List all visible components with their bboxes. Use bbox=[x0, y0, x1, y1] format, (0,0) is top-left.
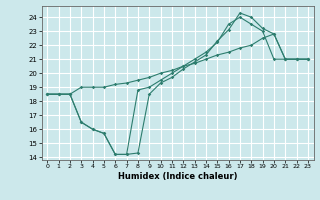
X-axis label: Humidex (Indice chaleur): Humidex (Indice chaleur) bbox=[118, 172, 237, 181]
